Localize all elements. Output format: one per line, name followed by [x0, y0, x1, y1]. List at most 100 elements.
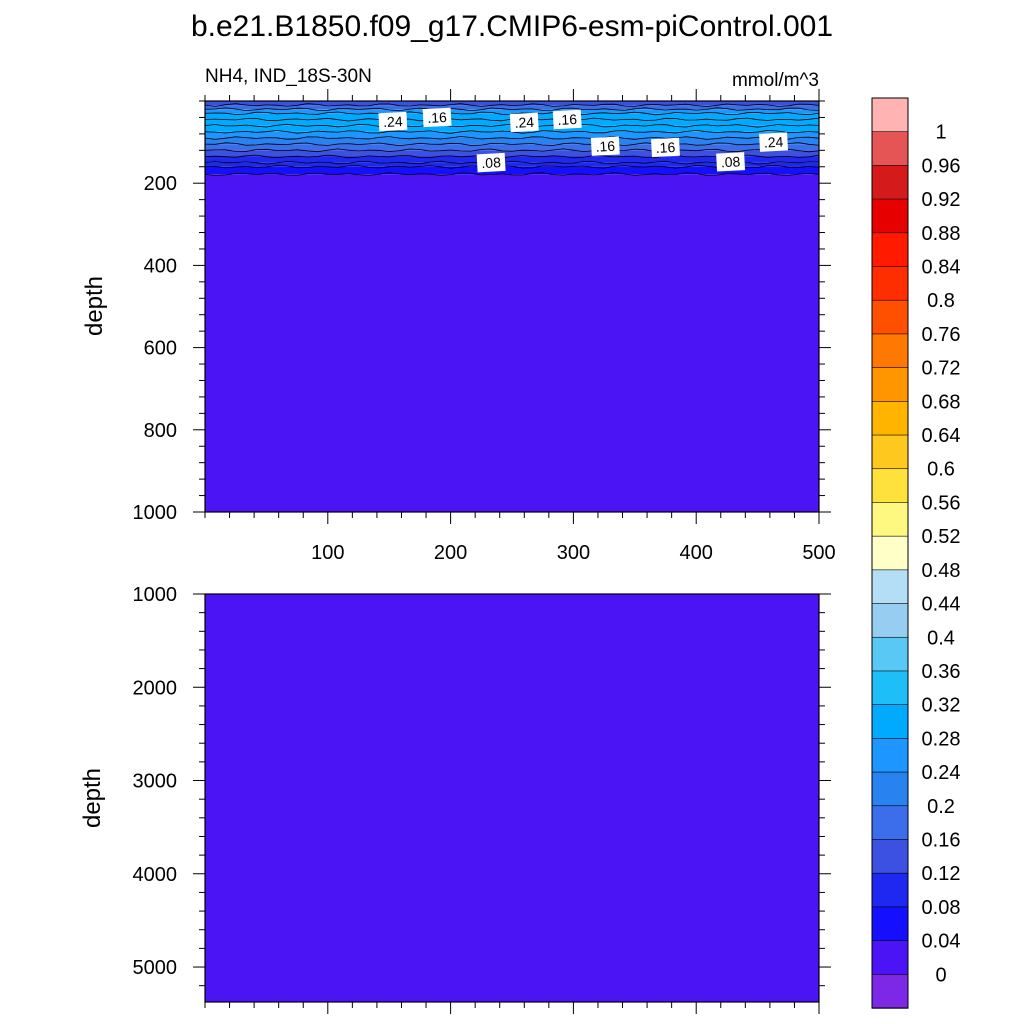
- contour-label: .08: [476, 152, 506, 173]
- colorbar-swatch: [871, 401, 909, 436]
- colorbar-label: 1: [935, 122, 946, 144]
- colorbar-swatch: [871, 906, 909, 942]
- colorbar-swatch: [871, 636, 909, 672]
- colorbar-swatch: [871, 805, 909, 841]
- y-tick-label: 600: [144, 338, 177, 360]
- colorbar-label: 0.48: [922, 560, 961, 582]
- colorbar-swatch: [871, 434, 909, 470]
- upper-y-axis-label: depth: [81, 276, 108, 336]
- lower-panel: 1000 2000 3000 4000 5000: [133, 584, 831, 1014]
- depth-layer-band: [205, 174, 819, 512]
- colorbar-label: 0.12: [922, 863, 961, 885]
- depth-layer-band: [205, 156, 819, 163]
- colorbar-label: 0.88: [922, 223, 961, 245]
- contour-label-text: .16: [427, 109, 447, 126]
- colorbar-swatch: [871, 198, 909, 234]
- contour-line: [204, 172, 820, 177]
- y-tick-label: 800: [144, 420, 177, 442]
- x-tick-label: 500: [802, 542, 835, 564]
- contour-label-text: .16: [655, 139, 675, 156]
- chart-title: b.e21.B1850.f09_g17.CMIP6-esm-piControl.…: [191, 10, 833, 43]
- colorbar-swatch: [871, 872, 909, 908]
- colorbar-swatch: [871, 165, 909, 200]
- colorbar-label: 0.2: [927, 796, 955, 818]
- colorbar-label: 0.52: [922, 526, 961, 548]
- y-tick-label: 400: [144, 255, 177, 277]
- depth-layer-band: [205, 105, 819, 110]
- colorbar-label: 0.96: [922, 155, 961, 177]
- contour-label-text: .16: [557, 111, 577, 128]
- contour-label-background: [509, 112, 539, 133]
- colorbar-label: 0.4: [927, 627, 955, 649]
- contour-label: .16: [422, 107, 452, 128]
- plot-frame: [204, 593, 820, 1003]
- colorbar-swatch: [871, 299, 909, 335]
- y-tick-label: 1000: [133, 584, 178, 606]
- colorbar-label: 0: [935, 964, 946, 986]
- x-tick-label: 300: [557, 542, 590, 564]
- depth-layer-band: [205, 109, 819, 114]
- contour-line: [204, 103, 820, 108]
- colorbar-swatch: [871, 367, 909, 403]
- colorbar-label: 0.28: [922, 728, 961, 750]
- x-tick-label: 200: [434, 542, 467, 564]
- colorbar-label: 0.56: [922, 492, 961, 514]
- variable-region-label: NH4, IND_18S-30N: [205, 66, 372, 87]
- contour-label-text: .24: [383, 113, 403, 130]
- contour-label-background: [422, 107, 452, 128]
- contour-label-text: .24: [514, 114, 534, 131]
- contour-line: [204, 107, 820, 112]
- contour-line: [204, 136, 820, 140]
- colorbar-label: 0.04: [922, 931, 961, 953]
- colorbar-label: 0.6: [927, 459, 955, 481]
- colorbar-label: 0.08: [922, 897, 961, 919]
- contour-label-background: [716, 152, 746, 172]
- contour-label-background: [759, 132, 789, 152]
- colorbar-label: 0.8: [927, 290, 955, 312]
- colorbar-label: 0.64: [922, 425, 961, 447]
- contour-label-background: [651, 137, 680, 158]
- depth-layer-band: [205, 166, 819, 175]
- colorbar-swatch: [871, 771, 909, 807]
- contour-label: .08: [716, 152, 746, 172]
- contour-label-text: .16: [595, 138, 615, 155]
- y-tick-label: 3000: [133, 771, 178, 793]
- contour-label: .16: [651, 137, 680, 158]
- colorbar-label: 0.32: [922, 695, 961, 717]
- colorbar-label: 0.36: [922, 661, 961, 683]
- uniform-field: [205, 594, 819, 1002]
- colorbar-swatch: [871, 839, 909, 874]
- depth-layer-band: [205, 144, 819, 151]
- colorbar-swatch: [871, 468, 909, 504]
- contour-label: .16: [552, 109, 582, 130]
- colorbar-swatch: [871, 738, 909, 773]
- depth-layer-band: [205, 137, 819, 145]
- lower-y-axis-label: depth: [79, 768, 106, 828]
- y-tick-label: 200: [144, 173, 177, 195]
- upper-panel: .24 .16 .24 .16 .08 .16 .16 .08 .24 200 400 600 800 1…: [133, 89, 836, 564]
- contour-label: .24: [509, 112, 539, 133]
- colorbar-swatch: [871, 97, 909, 133]
- plot-frame: [204, 100, 820, 513]
- contour-label-background: [590, 136, 620, 156]
- colorbar-swatch: [871, 603, 909, 638]
- contour-line: [204, 142, 820, 147]
- colorbar-frame: [871, 97, 909, 1009]
- colorbar-label: 0.68: [922, 391, 961, 413]
- colorbar-label: 0.44: [922, 594, 961, 616]
- colorbar-swatch: [871, 973, 909, 1009]
- colorbar-swatch: [871, 535, 909, 571]
- contour-label: .24: [759, 132, 789, 152]
- contour-label: .24: [378, 111, 408, 132]
- colorbar-swatch: [871, 232, 909, 268]
- depth-layer-band: [205, 162, 819, 167]
- y-tick-label: 2000: [133, 677, 178, 699]
- colorbar-label: 0.24: [922, 762, 961, 784]
- colorbar: 1 0.96 0.92 0.88 0.84 0.8 0.76 0.72 0.68 0.64 0.6 0…: [871, 97, 961, 1009]
- x-tick-label: 100: [311, 542, 344, 564]
- y-tick-label: 4000: [133, 864, 178, 886]
- depth-layer-band: [205, 131, 819, 138]
- colorbar-swatch: [871, 502, 909, 537]
- x-tick-label: 400: [680, 542, 713, 564]
